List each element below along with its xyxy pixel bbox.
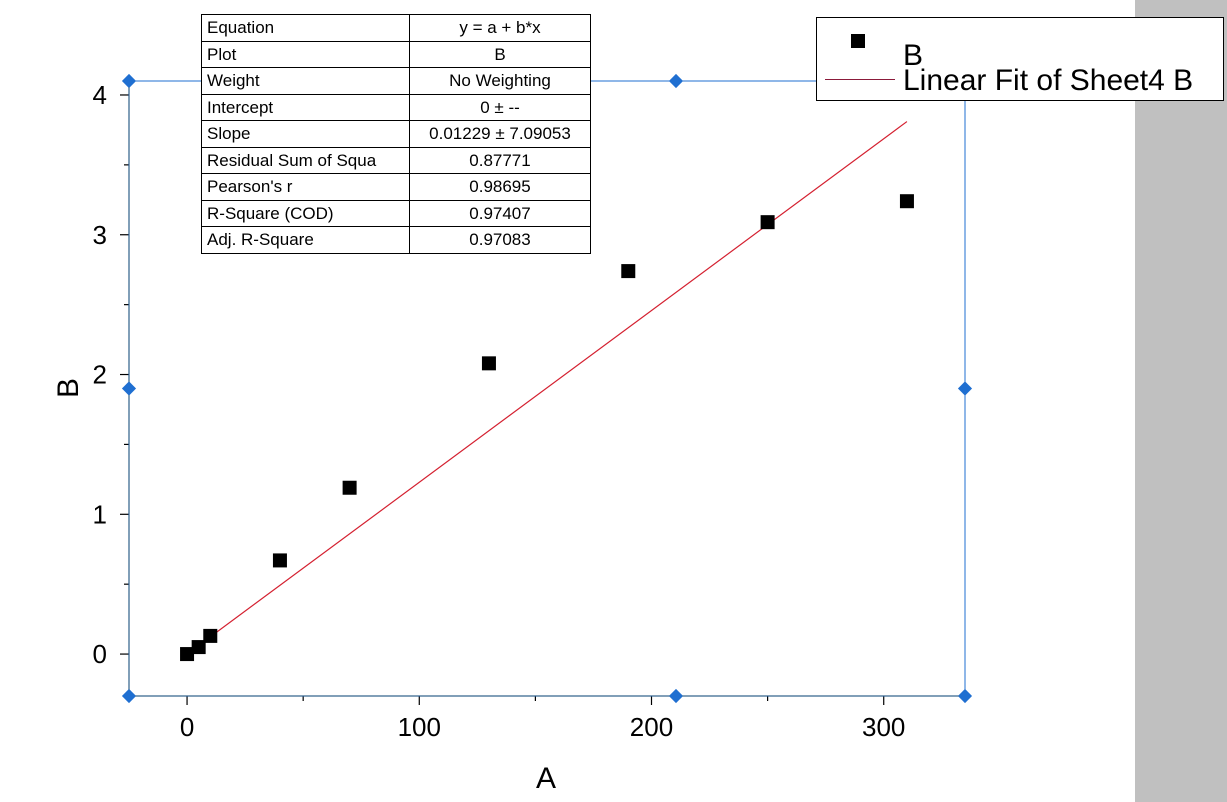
fit-table-key: Slope — [201, 120, 410, 148]
resize-handle[interactable] — [668, 688, 684, 704]
fit-table-key: Intercept — [201, 93, 410, 121]
fit-table-row: Equation y = a + b*x — [201, 14, 591, 42]
data-point — [481, 356, 496, 371]
y-tick-label: 2 — [93, 360, 107, 390]
y-tick-label: 0 — [93, 639, 107, 669]
legend-points-label: B — [903, 39, 924, 72]
resize-handle[interactable] — [121, 73, 137, 89]
fit-table-value: y = a + b*x — [409, 14, 591, 42]
fit-table-row: Residual Sum of Squa 0.87771 — [201, 146, 591, 174]
fit-table-key: Pearson's r — [201, 173, 410, 201]
resize-handle[interactable] — [668, 73, 684, 89]
data-point — [899, 194, 914, 209]
fit-table-key: Residual Sum of Squa — [201, 146, 410, 174]
fit-table-value: B — [409, 40, 591, 68]
fit-table-value: No Weighting — [409, 67, 591, 95]
fit-table-key: Adj. R-Square — [201, 226, 410, 254]
fit-table-key: Plot — [201, 40, 410, 68]
y-tick-label: 3 — [93, 220, 107, 250]
data-marks — [180, 121, 914, 662]
y-tick-label: 1 — [93, 499, 107, 529]
x-tick-label: 0 — [180, 712, 194, 742]
fit-table-row: Plot B — [201, 40, 591, 68]
x-tick-label: 300 — [862, 712, 905, 742]
resize-handle[interactable] — [121, 381, 137, 396]
x-tick-label: 200 — [630, 712, 673, 742]
fit-table-row: Adj. R-Square 0.97083 — [201, 226, 591, 254]
resize-handle[interactable] — [957, 688, 973, 704]
resize-handle[interactable] — [957, 381, 973, 396]
fit-table-value: 0.97407 — [409, 199, 591, 227]
fit-line — [186, 121, 908, 655]
data-point — [621, 264, 636, 279]
legend-fit-label: Linear Fit of Sheet4 B — [903, 64, 1194, 97]
data-point — [191, 640, 206, 655]
data-point — [760, 215, 775, 230]
fit-table-row: Intercept 0 ± -- — [201, 93, 591, 121]
resize-handle[interactable] — [121, 688, 137, 704]
fit-table-value: 0.98695 — [409, 173, 591, 201]
side-panel — [1135, 0, 1227, 802]
legend[interactable]: B Linear Fit of Sheet4 B — [816, 17, 1224, 101]
legend-fit-line-marker — [825, 79, 895, 80]
y-tick-label: 4 — [93, 80, 107, 110]
fit-table-row: Slope 0.01229 ± 7.09053 — [201, 120, 591, 148]
fit-table-key: R-Square (COD) — [201, 199, 410, 227]
fit-table-value: 0.97083 — [409, 226, 591, 254]
data-point — [203, 628, 218, 643]
y-axis-label: B — [52, 378, 85, 398]
fit-table-row: Weight No Weighting — [201, 67, 591, 95]
data-point — [272, 553, 287, 568]
x-tick-label: 100 — [398, 712, 441, 742]
fit-table-value: 0.87771 — [409, 146, 591, 174]
data-point — [342, 480, 357, 495]
fit-table-value: 0.01229 ± 7.09053 — [409, 120, 591, 148]
fit-table-row: R-Square (COD) 0.97407 — [201, 199, 591, 227]
fit-table-key: Equation — [201, 14, 410, 42]
fit-table-row: Pearson's r 0.98695 — [201, 173, 591, 201]
legend-square-marker — [851, 34, 865, 48]
data-point — [180, 647, 195, 662]
fit-table-value: 0 ± -- — [409, 93, 591, 121]
x-axis-label: A — [536, 762, 556, 795]
fit-table-key: Weight — [201, 67, 410, 95]
fit-results-table: Equation y = a + b*x Plot B Weight No Weighti… — [201, 14, 591, 254]
